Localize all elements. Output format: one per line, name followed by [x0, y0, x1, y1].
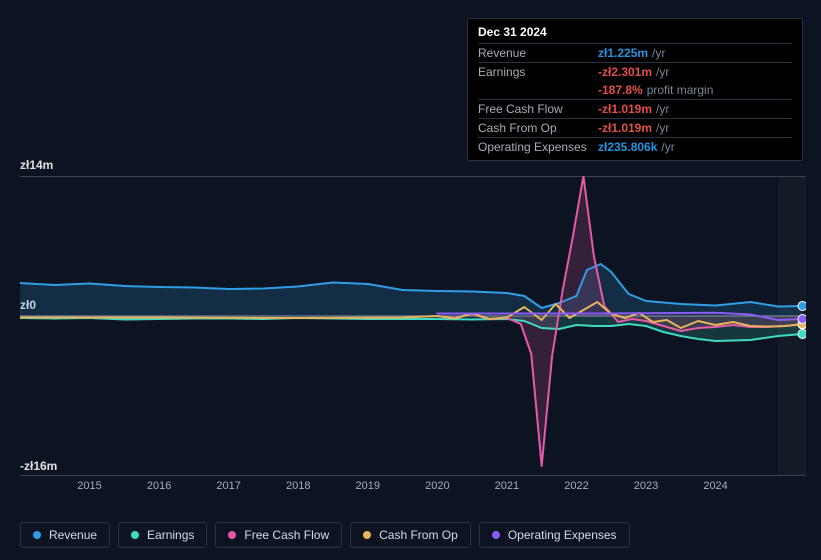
x-tick: 2021 [495, 480, 519, 492]
legend-dot-icon [33, 531, 41, 539]
series-end-dot [798, 315, 806, 324]
x-tick: 2019 [356, 480, 380, 492]
x-axis: 2015 2016 2017 2018 2019 2020 2021 2022 2023 2024 [20, 480, 806, 498]
tooltip-row-label: Cash From Op [478, 121, 598, 135]
legend-label: Operating Expenses [508, 528, 617, 542]
tooltip-row-unit: /yr [656, 102, 669, 116]
legend-item-operating-expenses[interactable]: Operating Expenses [479, 522, 630, 548]
legend: Revenue Earnings Free Cash Flow Cash From O… [20, 522, 630, 548]
x-tick: 2015 [77, 480, 101, 492]
tooltip-row-value: -zł1.019m [598, 121, 652, 135]
legend-item-free-cash-flow[interactable]: Free Cash Flow [215, 522, 342, 548]
tooltip-row-label: Operating Expenses [478, 140, 598, 154]
legend-item-earnings[interactable]: Earnings [118, 522, 207, 548]
data-tooltip: Dec 31 2024 Revenuezł1.225m/yrEarnings-z… [467, 18, 803, 161]
x-tick: 2018 [286, 480, 310, 492]
tooltip-row: Operating Expenseszł235.806k/yr [478, 137, 792, 156]
x-tick: 2023 [634, 480, 658, 492]
chart-plot[interactable] [20, 176, 806, 476]
tooltip-row-unit: /yr [656, 121, 669, 135]
legend-item-cash-from-op[interactable]: Cash From Op [350, 522, 471, 548]
x-tick: 2020 [425, 480, 449, 492]
tooltip-row-unit: profit margin [647, 83, 714, 97]
tooltip-row: Revenuezł1.225m/yr [478, 43, 792, 62]
tooltip-row-label: Revenue [478, 46, 598, 60]
tooltip-row: -187.8% profit margin [478, 81, 792, 99]
x-tick: 2022 [564, 480, 588, 492]
legend-dot-icon [228, 531, 236, 539]
series-end-dot [798, 330, 806, 339]
x-tick: 2017 [216, 480, 240, 492]
tooltip-row-value: -zł1.019m [598, 102, 652, 116]
tooltip-row-unit: /yr [661, 140, 674, 154]
x-tick: 2024 [703, 480, 727, 492]
tooltip-row-value: -187.8% [598, 83, 643, 97]
tooltip-date: Dec 31 2024 [478, 25, 792, 43]
tooltip-row-label: Free Cash Flow [478, 102, 598, 116]
tooltip-row-value: -zł2.301m [598, 65, 652, 79]
legend-dot-icon [492, 531, 500, 539]
legend-label: Cash From Op [379, 528, 458, 542]
legend-label: Free Cash Flow [244, 528, 329, 542]
tooltip-row-unit: /yr [656, 65, 669, 79]
tooltip-row-label: Earnings [478, 65, 598, 79]
tooltip-row-value: zł235.806k [598, 140, 657, 154]
tooltip-row-value: zł1.225m [598, 46, 648, 60]
y-label-max: zł14m [20, 158, 53, 172]
tooltip-row: Free Cash Flow-zł1.019m/yr [478, 99, 792, 118]
legend-dot-icon [363, 531, 371, 539]
legend-item-revenue[interactable]: Revenue [20, 522, 110, 548]
legend-dot-icon [131, 531, 139, 539]
x-tick: 2016 [147, 480, 171, 492]
tooltip-row-unit: /yr [652, 46, 665, 60]
tooltip-row: Earnings-zł2.301m/yr [478, 62, 792, 81]
tooltip-row: Cash From Op-zł1.019m/yr [478, 118, 792, 137]
series-end-dot [798, 302, 806, 311]
legend-label: Earnings [147, 528, 194, 542]
legend-label: Revenue [49, 528, 97, 542]
